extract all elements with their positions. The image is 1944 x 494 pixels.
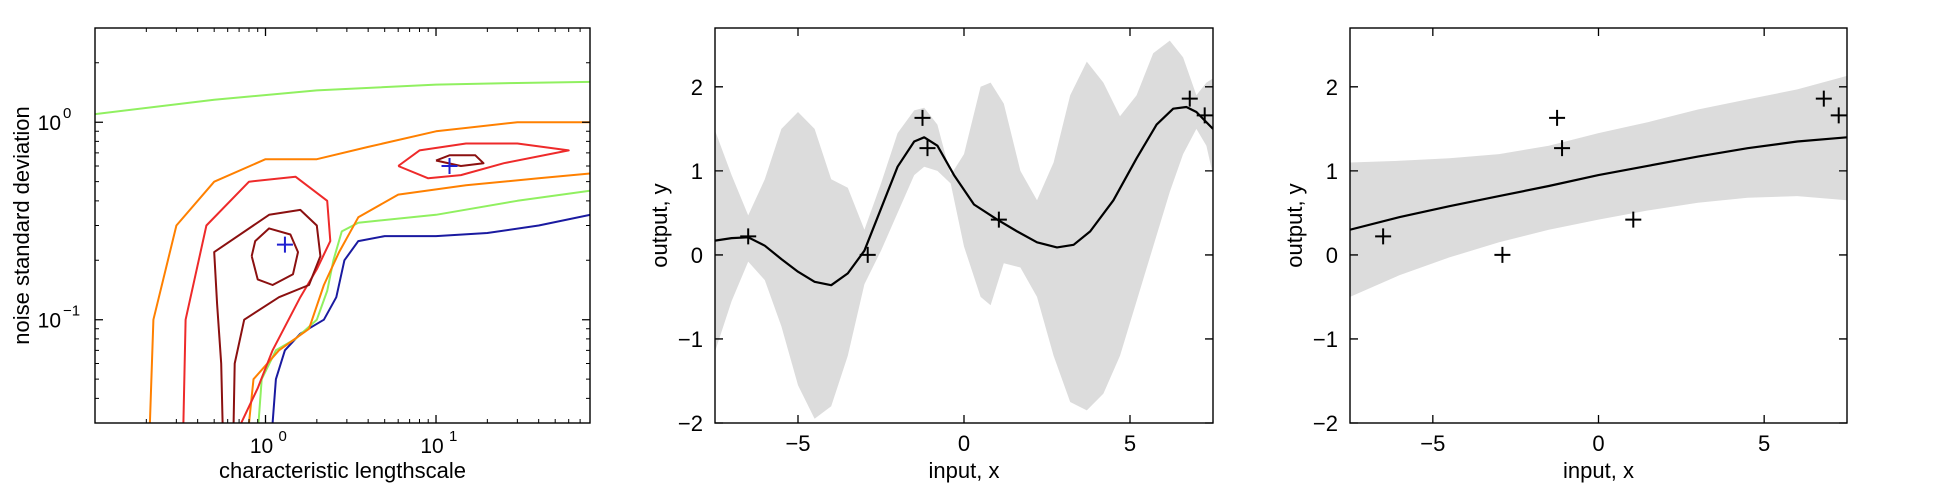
contour-line: [182, 175, 332, 423]
y-tick-label: 2: [1326, 75, 1338, 100]
observation-marker: [1830, 107, 1847, 124]
y-tick-label: 0: [1326, 243, 1338, 268]
axes-frame: [94, 27, 591, 424]
y-axis-label: output, y: [1282, 183, 1307, 267]
x-tick-exponent: 1: [449, 428, 457, 445]
contour-line: [213, 208, 322, 423]
gp-fit-short-lengthscale-panel: −5 0 5 −2 −1 0 1 2 input, x output, y: [647, 27, 1214, 483]
observation-marker: [1554, 140, 1571, 157]
y-tick-label: −2: [678, 411, 703, 436]
y-tick-exponent: −1: [63, 303, 80, 320]
observation-marker: [740, 228, 757, 245]
observation-marker: [1494, 246, 1511, 263]
observation-marker: [1181, 90, 1198, 107]
likelihood-maximum-marker: [441, 158, 458, 175]
predictive-mean-line: [715, 105, 1213, 287]
contour-line: [271, 213, 590, 423]
likelihood-maximum-marker: [276, 236, 293, 253]
x-tick-label: 10: [420, 435, 443, 458]
x-tick-label: 5: [1124, 431, 1136, 456]
y-tick-label: 2: [691, 75, 703, 100]
y-tick-label: 10: [38, 112, 61, 135]
x-tick-label: 10: [250, 435, 273, 458]
observation-marker: [919, 140, 936, 157]
y-tick-label: 1: [1326, 159, 1338, 184]
x-axis-label: characteristic lengthscale: [219, 458, 466, 483]
contour-line: [248, 172, 590, 423]
confidence-band: [1350, 75, 1847, 297]
observation-marker: [1625, 211, 1642, 228]
x-tick-label: 5: [1758, 431, 1770, 456]
x-tick-label: −5: [785, 431, 810, 456]
contour-line: [250, 227, 299, 286]
contour-line: [95, 80, 590, 116]
observation-marker: [914, 109, 931, 126]
y-tick-label: 10: [38, 310, 61, 333]
contour-line: [435, 154, 485, 167]
contour-line: [148, 121, 590, 423]
x-axis-label: input, x: [929, 458, 1000, 483]
observation-marker: [1196, 107, 1213, 124]
x-tick-exponent: 0: [279, 428, 287, 445]
observation-marker: [1375, 228, 1392, 245]
y-tick-exponent: 0: [63, 105, 71, 122]
y-tick-label: −2: [1313, 411, 1338, 436]
y-axis-label: output, y: [647, 183, 672, 267]
predictive-mean-line: [1350, 136, 1847, 231]
y-tick-label: 0: [691, 243, 703, 268]
x-tick-label: 0: [1592, 431, 1604, 456]
y-tick-label: −1: [1313, 327, 1338, 352]
y-tick-label: −1: [678, 327, 703, 352]
contour-line: [397, 142, 570, 180]
observation-marker: [859, 246, 876, 263]
y-tick-label: 1: [691, 159, 703, 184]
confidence-band: [715, 40, 1213, 419]
observation-marker: [1549, 109, 1566, 126]
gp-fit-long-lengthscale-panel: −5 0 5 −2 −1 0 1 2 input, x output, y: [1282, 27, 1848, 483]
x-tick-label: −5: [1420, 431, 1445, 456]
observation-marker: [990, 211, 1007, 228]
y-axis-label: noise standard deviation: [9, 106, 34, 345]
x-tick-label: 0: [958, 431, 970, 456]
observation-marker: [1815, 90, 1832, 107]
x-axis-label: input, x: [1563, 458, 1634, 483]
